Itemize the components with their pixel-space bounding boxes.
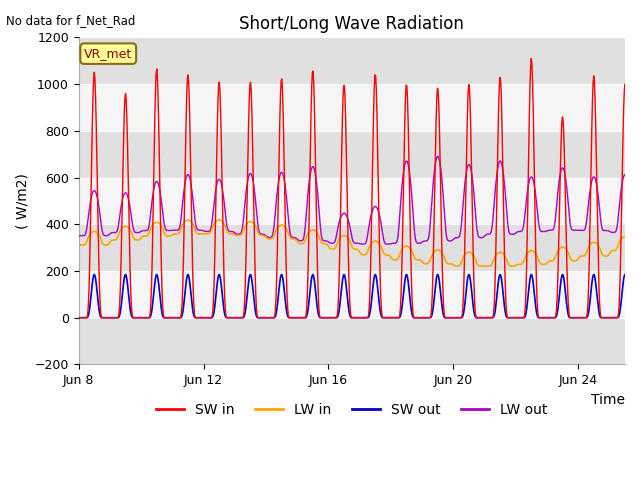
SW out <box>207 315 214 321</box>
Text: VR_met: VR_met <box>84 47 132 60</box>
SW in <box>527 56 535 61</box>
SW out <box>309 272 317 277</box>
Legend: SW in, LW in, SW out, LW out: SW in, LW in, SW out, LW out <box>150 398 554 423</box>
SW in <box>637 315 640 321</box>
SW in <box>95 261 102 266</box>
SW in <box>309 68 317 74</box>
LW out <box>95 204 102 209</box>
LW in <box>280 223 287 228</box>
LW out <box>279 172 287 178</box>
SW in <box>529 104 537 110</box>
LW in <box>216 217 223 223</box>
X-axis label: Time: Time <box>591 393 625 407</box>
Bar <box>79 178 625 224</box>
SW out <box>393 315 401 321</box>
SW in <box>75 315 83 321</box>
Title: Short/Long Wave Radiation: Short/Long Wave Radiation <box>239 15 464 33</box>
LW in <box>310 227 317 233</box>
SW out <box>279 277 287 283</box>
Bar <box>79 271 625 318</box>
LW in <box>484 263 492 269</box>
LW out <box>394 235 401 241</box>
Bar <box>79 224 625 271</box>
Line: SW in: SW in <box>79 59 640 318</box>
Bar <box>79 318 625 364</box>
SW in <box>207 315 214 321</box>
SW in <box>279 108 287 114</box>
SW out <box>529 275 536 281</box>
LW in <box>95 232 102 238</box>
Bar <box>79 84 625 131</box>
SW out <box>637 315 640 321</box>
LW in <box>530 249 538 254</box>
Line: SW out: SW out <box>79 275 640 318</box>
SW out <box>75 315 83 321</box>
LW out <box>434 154 442 159</box>
Y-axis label: ( W/m2): ( W/m2) <box>15 173 29 229</box>
Bar <box>79 131 625 178</box>
LW out <box>530 180 538 186</box>
LW out <box>383 241 391 247</box>
LW in <box>394 256 401 262</box>
SW in <box>393 315 401 321</box>
Text: No data for f_Net_Rad: No data for f_Net_Rad <box>6 14 136 27</box>
LW out <box>75 233 83 239</box>
SW out <box>95 305 102 311</box>
Line: LW in: LW in <box>79 220 640 266</box>
SW out <box>621 272 629 277</box>
Bar <box>79 37 625 84</box>
Line: LW out: LW out <box>79 156 640 244</box>
LW out <box>207 226 214 232</box>
LW in <box>207 229 214 235</box>
LW out <box>309 164 317 169</box>
LW in <box>75 242 83 248</box>
LW out <box>637 231 640 237</box>
LW in <box>637 245 640 251</box>
